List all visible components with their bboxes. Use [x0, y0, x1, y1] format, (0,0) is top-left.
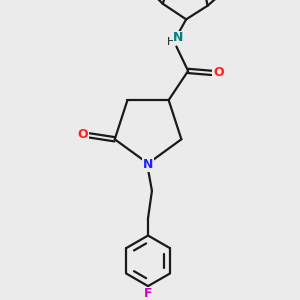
- Text: F: F: [144, 287, 152, 300]
- Text: H: H: [167, 37, 175, 47]
- Text: N: N: [173, 31, 184, 44]
- Text: N: N: [143, 158, 153, 171]
- Text: O: O: [213, 66, 224, 80]
- Text: O: O: [77, 128, 88, 141]
